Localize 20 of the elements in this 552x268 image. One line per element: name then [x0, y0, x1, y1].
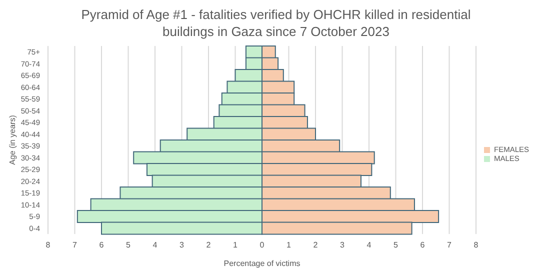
x-tick-label: 7: [447, 240, 452, 250]
y-axis-title: Age (in years): [8, 114, 17, 165]
x-tick-label: 5: [394, 240, 399, 250]
x-tick-label: 7: [72, 240, 78, 250]
x-tick-label: 1: [233, 240, 238, 250]
x-tick-label: 6: [99, 240, 104, 250]
x-tick-label: 4: [366, 240, 372, 250]
x-tick-label: 3: [340, 240, 346, 250]
chart-title: Pyramid of Age #1 - fatalities verified by OHCHR killed in residential buildings in Gaza since 7 October 2023: [80, 6, 472, 40]
x-axis-title: Percentage of victims: [224, 259, 300, 268]
x-tick-label: 4: [152, 240, 158, 250]
x-tick-label: 0: [260, 240, 265, 250]
x-tick-label: 8: [46, 240, 51, 250]
x-tick-label: 3: [180, 240, 185, 250]
x-tick-label: 8: [474, 240, 479, 250]
x-tick-label: 1: [286, 240, 292, 250]
x-tick-label: 2: [313, 240, 318, 250]
x-tick-label: 6: [420, 240, 426, 250]
x-tick-label: 2: [206, 240, 212, 250]
x-tick-label: 5: [126, 240, 132, 250]
